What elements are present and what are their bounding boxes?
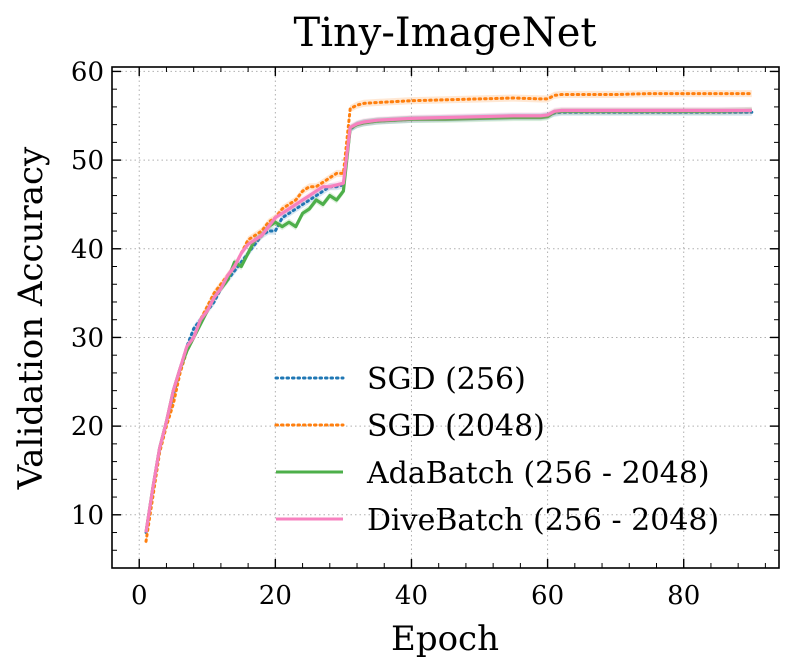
y-tick-label: 50 [71,146,104,176]
x-tick-label: 80 [667,581,700,611]
y-axis-label: Validation Accuracy [11,146,51,490]
legend-label: SGD (256) [367,362,526,397]
grid [112,67,779,568]
x-tick-label: 0 [131,581,148,611]
y-tick-label: 30 [71,323,104,353]
x-tick-label: 60 [531,581,564,611]
legend: SGD (256) SGD (2048) AdaBatch (256 - 2048)… [274,362,719,538]
legend-label: DiveBatch (256 - 2048) [367,503,719,538]
y-tick-label: 40 [71,235,104,265]
series-layer [144,90,754,545]
legend-label: SGD (2048) [367,409,545,444]
axes [111,66,780,569]
chart-title: Tiny-ImageNet [294,10,597,56]
legend-label: AdaBatch (256 - 2048) [366,456,710,491]
plot-frame [111,66,780,569]
x-axis-label: Epoch [391,619,499,659]
x-tick-label: 20 [259,581,292,611]
x-tick-label: 40 [395,581,428,611]
tick-labels: 0 20 40 60 80 10 20 30 40 50 60 [71,57,700,611]
y-tick-label: 10 [71,501,104,531]
y-tick-label: 20 [71,412,104,442]
y-tick-label: 60 [71,57,104,87]
series-line-3 [144,108,752,533]
